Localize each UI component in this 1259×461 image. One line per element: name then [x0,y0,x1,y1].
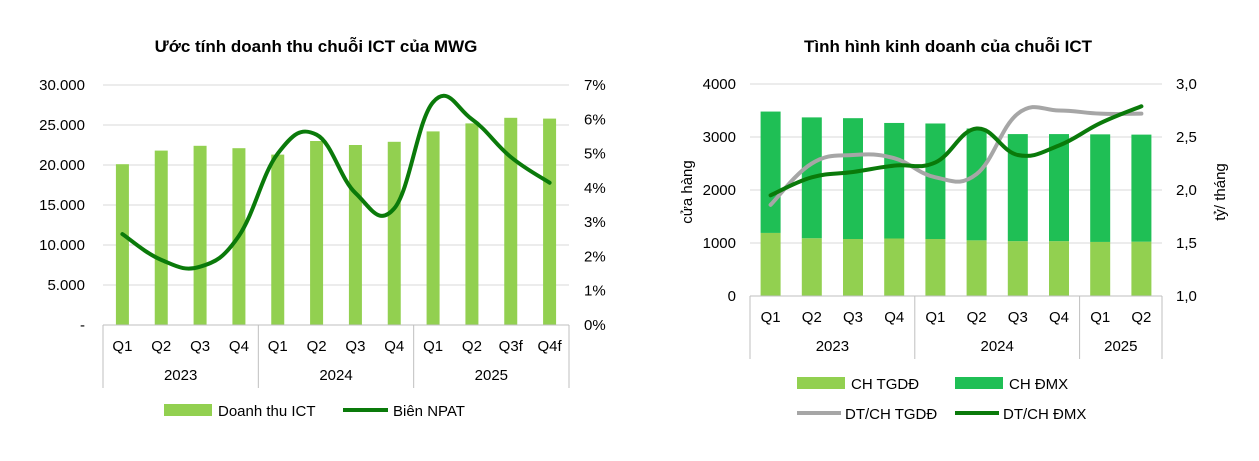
bar-doanh-thu-ict [465,123,478,325]
bar-doanh-thu-ict [155,151,168,325]
y2-tick-label: 2,5 [1176,129,1197,146]
bar-doanh-thu-ict [427,131,440,325]
y2-tick-label: 6% [584,111,606,128]
x-tick-label: Q4 [884,309,904,326]
bar-ch-tgdd [1049,241,1069,296]
y2-tick-label: 4% [584,180,606,197]
y2-tick-label: 7% [584,77,606,94]
bar-ch-dmx [843,118,863,239]
x-group-label: 2025 [1104,338,1137,355]
y2-tick-label: 2% [584,248,606,265]
bar-ch-tgdd [1008,241,1028,296]
x-tick-label: Q3 [1008,309,1028,326]
bar-ch-dmx [1090,134,1110,242]
legend-label-bien-npat: Biên NPAT [393,403,465,420]
legend-label-dt-ch-dmx: DT/CH ĐMX [1003,406,1086,423]
bar-ch-tgdd [1090,242,1110,296]
bar-ch-dmx [967,129,987,241]
bar-doanh-thu-ict [271,155,284,325]
bar-ch-tgdd [802,238,822,296]
x-tick-label: Q2 [307,338,327,355]
chart1-title: Ước tính doanh thu chuỗi ICT của MWG [155,37,478,56]
bar-ch-tgdd [1131,242,1151,296]
x-tick-label: Q1 [423,338,443,355]
x-tick-label: Q2 [802,309,822,326]
chart2-title: Tình hình kinh doanh của chuỗi ICT [804,37,1093,56]
bar-ch-tgdd [967,240,987,296]
y-tick-label: 30.000 [39,77,85,94]
x-tick-label: Q4 [384,338,404,355]
x-tick-label: Q2 [1131,309,1151,326]
x-tick-label: Q3 [843,309,863,326]
y2-tick-label: 5% [584,146,606,163]
bar-doanh-thu-ict [504,118,517,325]
x-tick-label: Q3f [499,338,524,355]
y-tick-label: 15.000 [39,197,85,214]
bar-ch-dmx [884,123,904,239]
legend-swatch-doanh-thu-ict [164,404,212,416]
y2-tick-label: 1,0 [1176,288,1197,305]
bar-doanh-thu-ict [194,146,207,325]
x-tick-label: Q4 [1049,309,1069,326]
y2-tick-label: 1% [584,283,606,300]
bar-doanh-thu-ict [349,145,362,325]
y2-tick-label: 3,0 [1176,76,1197,93]
y-tick-label: 3000 [703,129,736,146]
y2-tick-label: 3% [584,214,606,231]
x-tick-label: Q1 [761,309,781,326]
legend-label-dt-ch-tgdd: DT/CH TGDĐ [845,406,937,423]
y-tick-label: 4000 [703,76,736,93]
x-tick-label: Q4 [229,338,249,355]
x-tick-label: Q1 [112,338,132,355]
x-tick-label: Q2 [462,338,482,355]
legend-swatch-ch-dmx [955,377,1003,389]
bar-doanh-thu-ict [543,119,556,325]
x-group-label: 2025 [475,367,508,384]
x-tick-label: Q1 [925,309,945,326]
bar-ch-dmx [761,112,781,233]
x-tick-label: Q1 [268,338,288,355]
bar-ch-tgdd [884,238,904,296]
x-tick-label: Q2 [967,309,987,326]
x-group-label: 2024 [981,338,1014,355]
legend-label-ch-tgdd: CH TGDĐ [851,376,919,393]
legend-label-doanh-thu-ict: Doanh thu ICT [218,403,316,420]
bar-doanh-thu-ict [388,142,401,325]
chart-ict-business: Tình hình kinh doanh của chuỗi ICT cửa h… [679,37,1229,423]
bar-ch-dmx [1131,135,1151,242]
y-tick-label: 25.000 [39,117,85,134]
x-tick-label: Q2 [151,338,171,355]
y-tick-label: 1000 [703,235,736,252]
x-tick-label: Q1 [1090,309,1110,326]
y-tick-label: - [80,317,85,334]
bar-ch-tgdd [925,239,945,296]
bar-doanh-thu-ict [116,164,129,325]
x-group-label: 2024 [319,367,352,384]
x-tick-label: Q3 [190,338,210,355]
legend-label-ch-dmx: CH ĐMX [1009,376,1068,393]
x-tick-label: Q3 [345,338,365,355]
chart2-y2label: tỷ/ tháng [1212,163,1229,221]
line-bien-npat [122,96,549,269]
bar-ch-tgdd [761,233,781,296]
y-tick-label: 0 [728,288,736,305]
y2-tick-label: 0% [584,317,606,334]
x-tick-label: Q4f [537,338,562,355]
y2-tick-label: 2,0 [1176,182,1197,199]
bar-ch-tgdd [843,239,863,296]
legend-swatch-ch-tgdd [797,377,845,389]
chart2-ylabel: cửa hàng [679,160,696,223]
y-tick-label: 10.000 [39,237,85,254]
y-tick-label: 20.000 [39,157,85,174]
bar-doanh-thu-ict [310,141,323,325]
y-tick-label: 2000 [703,182,736,199]
x-group-label: 2023 [816,338,849,355]
y2-tick-label: 1,5 [1176,235,1197,252]
chart-ict-revenue: Ước tính doanh thu chuỗi ICT của MWG - 5.… [39,37,606,420]
y-tick-label: 5.000 [47,277,85,294]
bar-ch-dmx [925,123,945,239]
x-group-label: 2023 [164,367,197,384]
